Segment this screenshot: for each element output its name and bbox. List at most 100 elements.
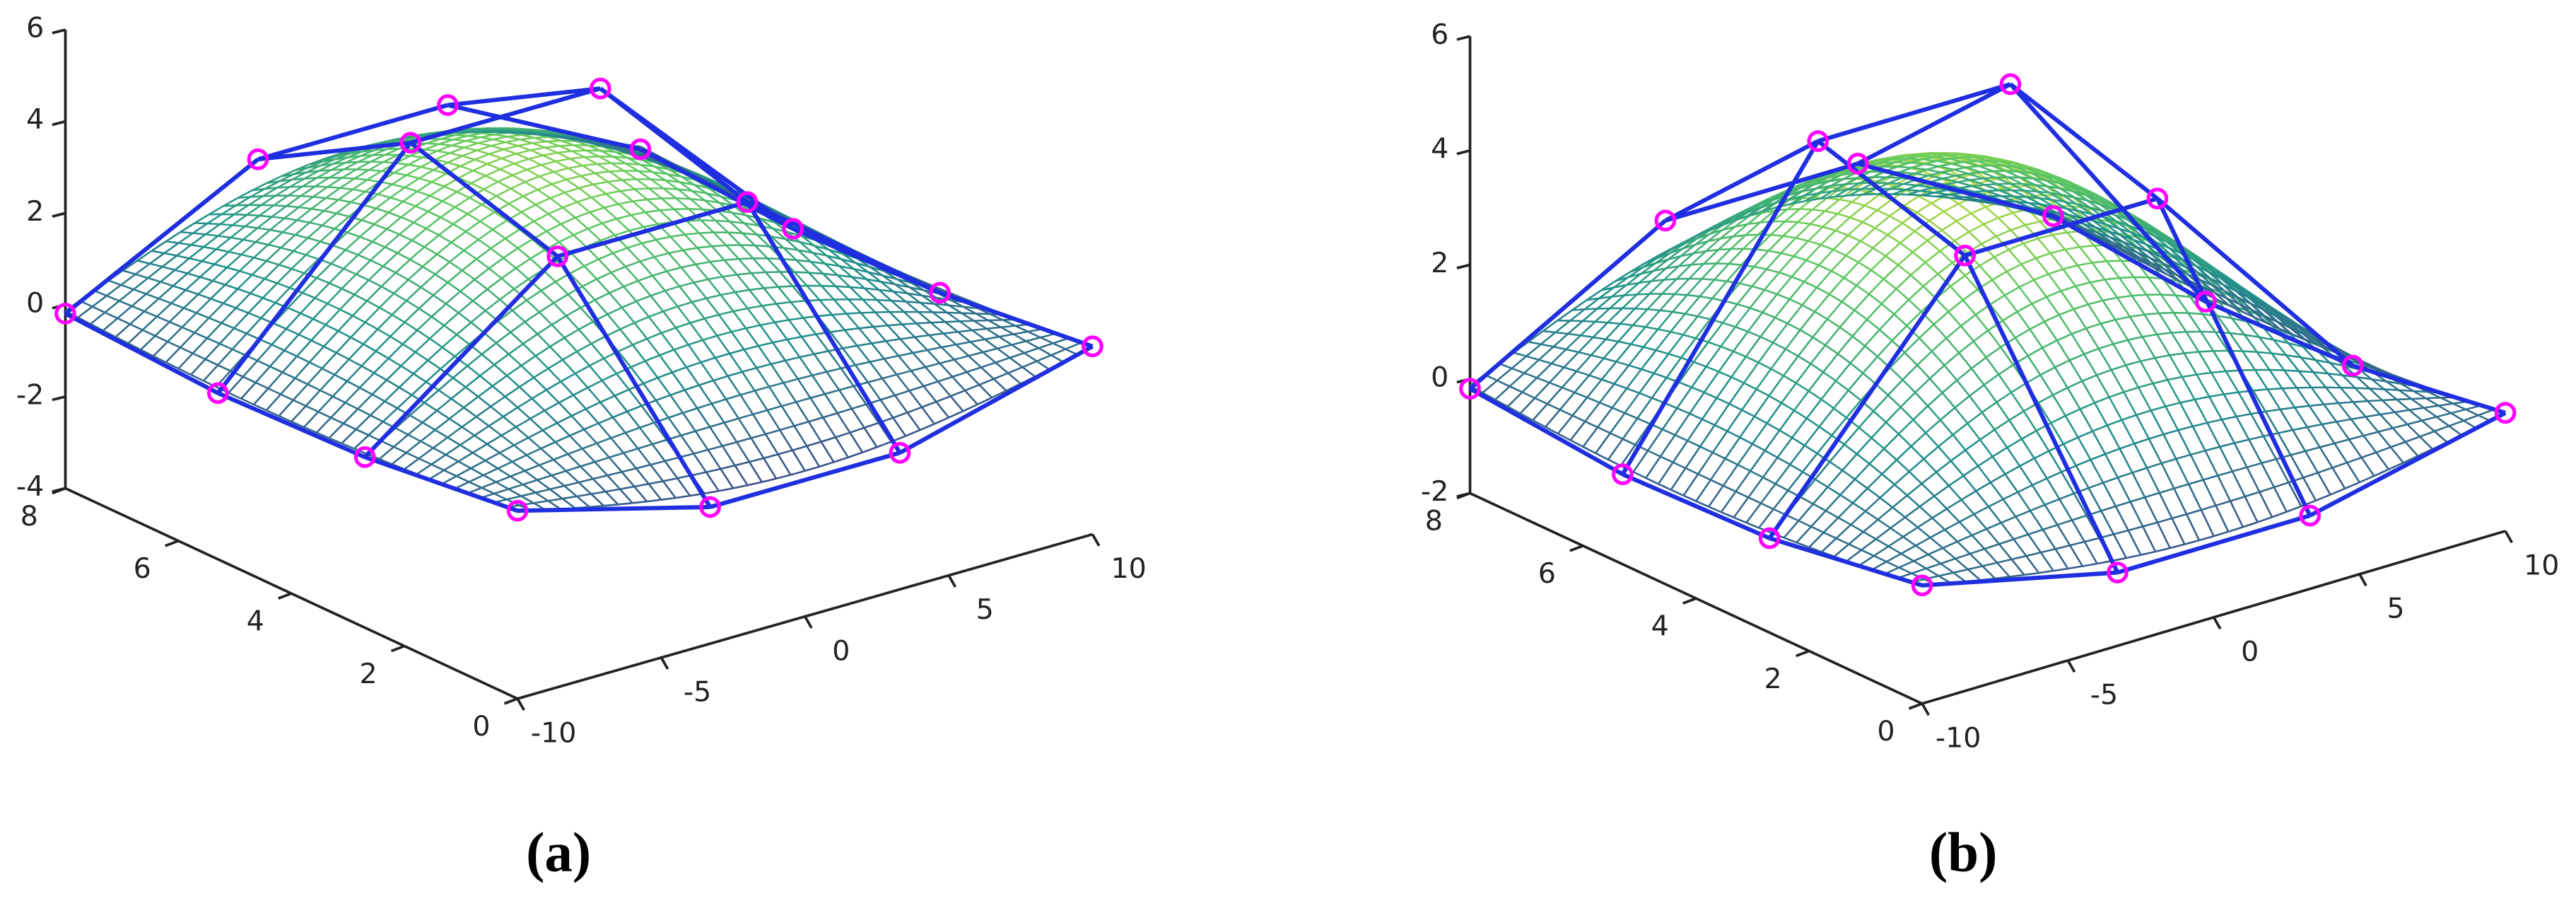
- mesh-line: [127, 342, 141, 351]
- mesh-line: [1868, 278, 1885, 295]
- mesh-line: [2215, 500, 2231, 507]
- mesh-line: [451, 144, 464, 149]
- mesh-line: [1000, 326, 1014, 335]
- mesh-line: [1770, 233, 1784, 237]
- mesh-line: [589, 357, 604, 367]
- mesh-line: [862, 298, 876, 313]
- mesh-line: [339, 178, 356, 189]
- mesh-line: [560, 216, 576, 225]
- mesh-line: [1662, 428, 1675, 436]
- mesh-line: [508, 353, 522, 366]
- mesh-line: [346, 231, 361, 238]
- mesh-line: [1678, 361, 1694, 383]
- mesh-line: [1586, 297, 1600, 301]
- mesh-line: [664, 290, 679, 308]
- mesh-line: [239, 270, 252, 276]
- mesh-line: [409, 402, 426, 417]
- mesh-line: [515, 149, 531, 155]
- mesh-line: [2158, 492, 2173, 519]
- mesh-line: [754, 385, 770, 392]
- mesh-line: [1559, 409, 1574, 417]
- mesh-line: [1926, 229, 1943, 242]
- z-tick-label: 4: [26, 103, 44, 136]
- mesh-line: [1879, 496, 1893, 508]
- mesh-line: [496, 187, 512, 197]
- mesh-line: [183, 307, 197, 314]
- mesh-line: [1588, 357, 1605, 376]
- mesh-line: [925, 362, 940, 368]
- mesh-line: [1766, 402, 1783, 424]
- mesh-line: [450, 397, 464, 409]
- mesh-line: [639, 163, 653, 173]
- mesh-line: [2098, 343, 2114, 350]
- mesh-line: [1569, 320, 1583, 322]
- mesh-line: [497, 460, 513, 470]
- mesh-line: [230, 226, 246, 239]
- mesh-line: [824, 262, 840, 267]
- mesh-line: [404, 458, 420, 470]
- mesh-line: [1789, 463, 1803, 473]
- mesh-line: [375, 350, 390, 359]
- mesh-line: [515, 153, 529, 160]
- mesh-line: [237, 288, 251, 294]
- mesh-line: [853, 381, 869, 388]
- mesh-line: [1065, 342, 1081, 350]
- mesh-line: [2235, 416, 2250, 441]
- mesh-line: [1755, 234, 1772, 250]
- mesh-line: [681, 430, 696, 436]
- mesh-line: [1898, 560, 1914, 569]
- mesh-line: [1760, 502, 1774, 511]
- mesh-line: [1931, 337, 1948, 352]
- mesh-line: [2018, 279, 2035, 289]
- mesh-line: [2165, 406, 2179, 431]
- mesh-line: [1011, 344, 1025, 354]
- mesh-line: [451, 140, 467, 146]
- mesh-line: [1582, 426, 1599, 448]
- mesh-line: [441, 347, 456, 357]
- mesh-line: [1910, 262, 1926, 276]
- mesh-line: [406, 174, 420, 180]
- mesh-line: [2044, 194, 2059, 197]
- mesh-line: [557, 150, 573, 154]
- mesh-line: [219, 214, 235, 226]
- mesh-line: [596, 278, 610, 294]
- mesh-line: [2160, 293, 2174, 313]
- mesh-line: [2144, 492, 2160, 499]
- z-tick: [52, 120, 66, 127]
- mesh-line: [621, 300, 637, 309]
- mesh-line: [154, 335, 168, 343]
- mesh-line: [378, 446, 394, 460]
- mesh-line: [1021, 366, 1036, 378]
- mesh-line: [170, 302, 185, 309]
- mesh-line: [490, 405, 504, 418]
- mesh-line: [1805, 192, 1819, 202]
- mesh-line: [722, 274, 737, 278]
- mesh-line: [783, 378, 799, 384]
- mesh-line: [2142, 525, 2157, 552]
- mesh-line: [1834, 229, 1849, 236]
- mesh-line: [1781, 402, 1795, 412]
- mesh-line: [539, 458, 554, 466]
- mesh-line: [1653, 258, 1669, 272]
- mesh-line: [2017, 492, 2032, 511]
- mesh-line: [702, 339, 716, 359]
- mesh-line: [230, 236, 244, 241]
- mesh-line: [233, 204, 250, 216]
- mesh-line: [1632, 450, 1649, 473]
- mesh-line: [829, 331, 844, 349]
- mesh-line: [490, 395, 506, 407]
- mesh-line: [240, 241, 257, 255]
- mesh-line: [187, 272, 201, 278]
- mesh-line: [810, 393, 826, 400]
- mesh-line: [683, 247, 698, 251]
- mesh-line: [336, 201, 352, 214]
- mesh-line: [884, 354, 899, 360]
- mesh-line: [779, 424, 795, 431]
- mesh-line: [693, 184, 708, 194]
- mesh-line: [1962, 465, 1979, 477]
- mesh-line: [1685, 467, 1699, 475]
- mesh-line: [1040, 337, 1054, 344]
- mesh-line: [1921, 482, 1936, 497]
- mesh-line: [630, 366, 645, 385]
- mesh-line: [456, 334, 470, 345]
